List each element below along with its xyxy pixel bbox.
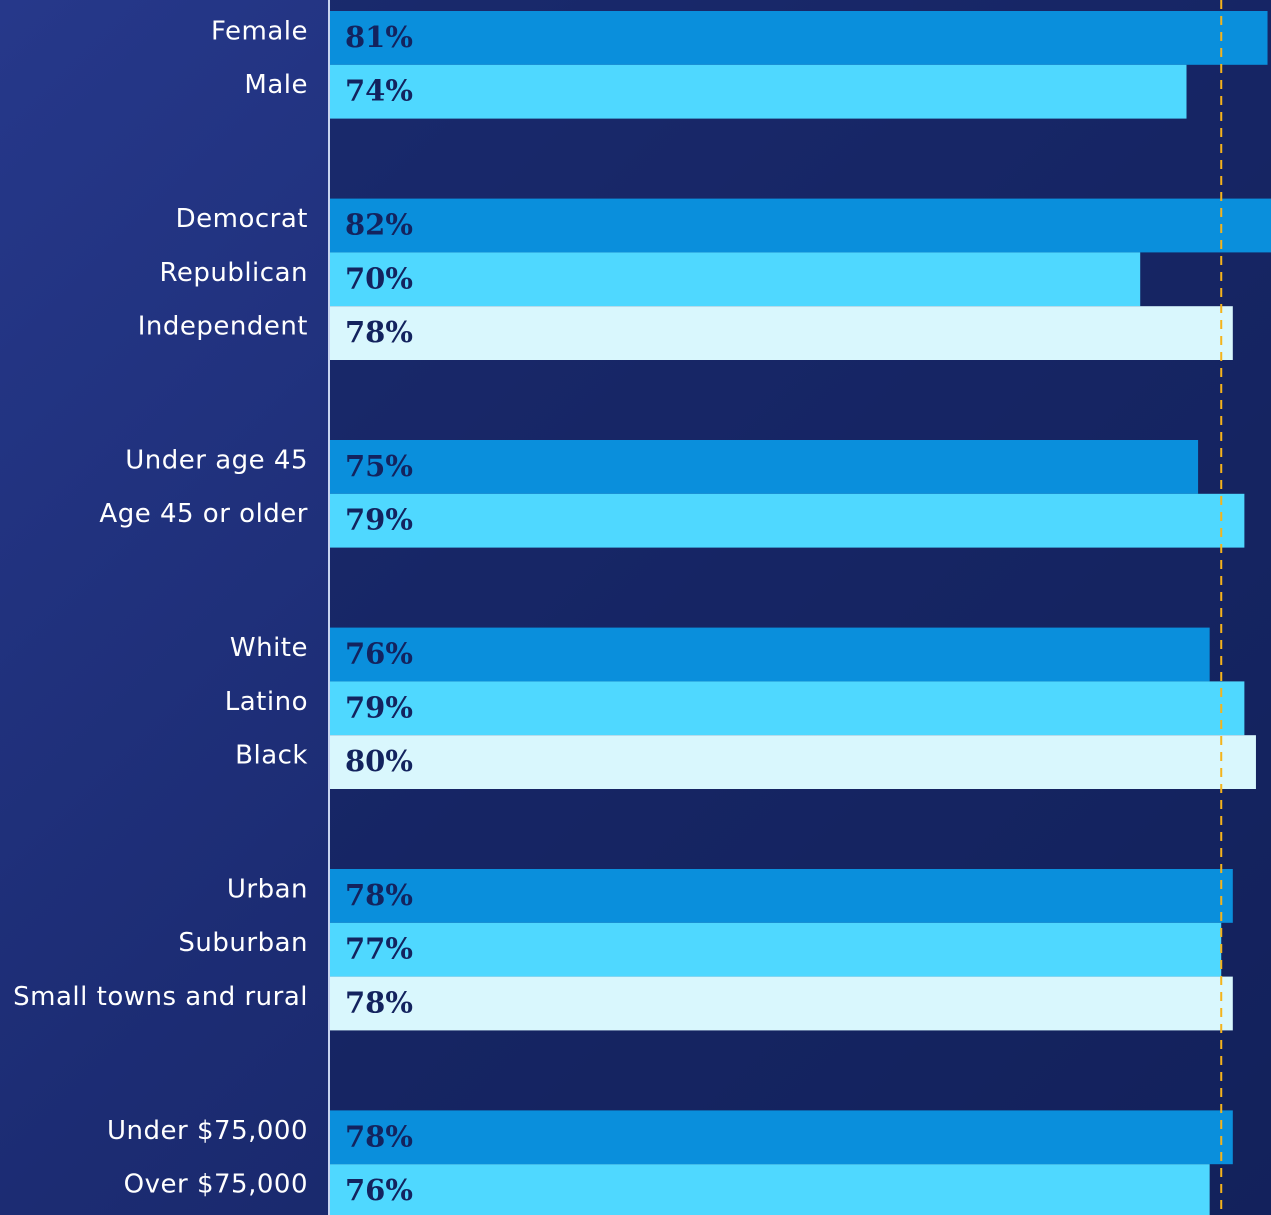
value-label: 82% [345, 208, 413, 242]
bar [330, 198, 1271, 253]
category-label: Over $75,000 [124, 1170, 308, 1200]
category-label: Suburban [178, 928, 308, 958]
value-label: 75% [345, 449, 413, 483]
bar [330, 1110, 1233, 1165]
category-label: Female [211, 16, 308, 46]
category-label: Age 45 or older [99, 499, 308, 529]
bar [330, 11, 1268, 65]
bar [330, 627, 1210, 682]
bar [330, 440, 1199, 494]
category-label: Under age 45 [125, 445, 308, 475]
plot-background [330, 0, 1271, 1215]
bar [330, 681, 1245, 736]
value-label: 76% [345, 637, 413, 671]
category-label: Republican [159, 258, 308, 288]
category-label: Male [244, 70, 308, 100]
category-label: Black [235, 741, 308, 771]
bar [330, 976, 1233, 1031]
bar [330, 64, 1187, 119]
bar [330, 252, 1141, 307]
value-label: 79% [345, 503, 413, 537]
category-label: Democrat [176, 204, 308, 234]
category-label: Independent [138, 312, 308, 342]
bar [330, 869, 1233, 923]
bar [330, 735, 1256, 789]
value-label: 78% [345, 1119, 413, 1153]
value-label: 78% [345, 878, 413, 912]
value-label: 70% [345, 261, 413, 295]
bar [330, 493, 1245, 548]
value-label: 76% [345, 1173, 413, 1207]
value-label: 74% [345, 74, 413, 108]
bar [330, 922, 1222, 977]
category-label: Urban [227, 874, 308, 904]
bar [330, 1164, 1210, 1215]
category-label: Small towns and rural [13, 982, 308, 1012]
category-label: Under $75,000 [107, 1116, 308, 1146]
value-label: 77% [345, 932, 413, 966]
category-label: Latino [225, 687, 308, 717]
value-label: 78% [345, 315, 413, 349]
value-label: 81% [345, 20, 413, 54]
value-label: 78% [345, 986, 413, 1020]
bar [330, 306, 1233, 360]
category-label: White [230, 633, 308, 663]
value-label: 79% [345, 690, 413, 724]
value-label: 80% [345, 744, 413, 778]
